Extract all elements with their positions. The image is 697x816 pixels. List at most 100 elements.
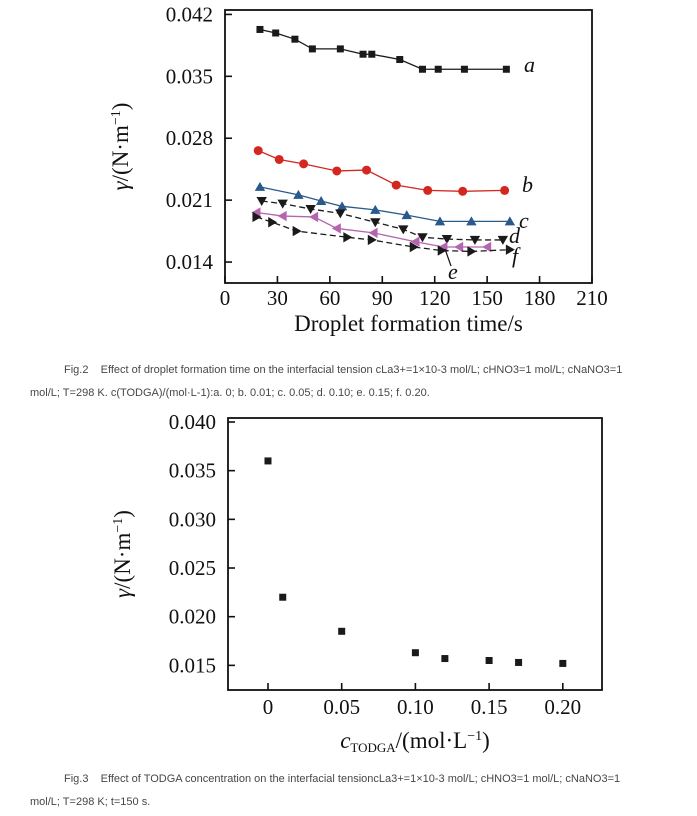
data-point bbox=[434, 65, 442, 73]
data-point bbox=[410, 236, 420, 247]
y-tick-label: 0.014 bbox=[166, 250, 214, 274]
data-point bbox=[272, 29, 280, 37]
data-point bbox=[469, 235, 481, 245]
data-point bbox=[336, 201, 348, 211]
y-tick-label: 0.035 bbox=[169, 459, 216, 483]
data-point bbox=[411, 649, 419, 657]
data-point bbox=[482, 241, 492, 253]
data-point bbox=[504, 216, 516, 226]
data-point bbox=[391, 180, 401, 190]
x-tick-label: 30 bbox=[267, 286, 288, 310]
series-b-line bbox=[257, 150, 505, 192]
data-point bbox=[370, 204, 381, 214]
plot-frame bbox=[227, 417, 603, 691]
data-point bbox=[441, 235, 453, 245]
x-tick-label: 0.10 bbox=[397, 695, 434, 719]
y-tick-label: 0.040 bbox=[169, 410, 216, 434]
data-point bbox=[335, 209, 346, 219]
y-tick-label: 0.028 bbox=[166, 126, 213, 150]
data-point bbox=[268, 217, 278, 228]
y-tick-label: 0.020 bbox=[169, 605, 216, 629]
fig2-caption: Fig.2 Effect of droplet formation time o… bbox=[30, 364, 623, 399]
data-point bbox=[293, 189, 304, 199]
data-point bbox=[308, 45, 316, 53]
series-d-line bbox=[261, 200, 503, 241]
data-point bbox=[466, 216, 477, 226]
data-point bbox=[367, 234, 377, 246]
y-tick-label: 0.030 bbox=[169, 507, 216, 531]
data-point bbox=[417, 233, 428, 243]
data-point bbox=[454, 241, 464, 253]
fig3-caption: Fig.3 Effect of TODGA concentration on t… bbox=[30, 773, 621, 808]
series-c-label: c bbox=[519, 208, 529, 233]
data-point bbox=[362, 165, 372, 175]
x-tick-label: 0.05 bbox=[323, 695, 360, 719]
data-point bbox=[368, 50, 376, 58]
y-axis-title: γ/(N·m−1) bbox=[108, 103, 133, 191]
data-point bbox=[500, 185, 510, 195]
data-point bbox=[460, 65, 468, 73]
data-point bbox=[299, 159, 309, 169]
plot-frame bbox=[224, 9, 593, 284]
x-tick-label: 0 bbox=[220, 286, 231, 310]
data-point bbox=[441, 655, 449, 663]
data-point bbox=[274, 154, 284, 164]
series-e-leader-line bbox=[444, 248, 452, 267]
fig3-chart: 0 0.05 0.10 0.15 0.20 0.015 0.020 0.025 0.030 0.0… bbox=[110, 410, 603, 755]
data-point bbox=[254, 181, 266, 191]
data-point bbox=[359, 50, 367, 58]
data-point bbox=[331, 223, 341, 234]
data-point bbox=[256, 25, 264, 33]
data-point bbox=[418, 65, 426, 73]
data-point bbox=[256, 197, 267, 207]
series-a-line bbox=[259, 28, 507, 70]
series-e-label: e bbox=[448, 259, 458, 284]
data-point bbox=[305, 204, 316, 214]
data-point bbox=[458, 186, 468, 196]
x-tick-label: 60 bbox=[319, 286, 340, 310]
data-point bbox=[502, 65, 510, 73]
data-point bbox=[277, 199, 288, 209]
data-point bbox=[467, 246, 477, 257]
x-tick-label: 0.15 bbox=[471, 695, 508, 719]
data-point bbox=[368, 227, 378, 239]
data-point bbox=[423, 185, 433, 195]
y-tick-label: 0.035 bbox=[166, 64, 213, 88]
data-point bbox=[515, 658, 523, 666]
data-point bbox=[338, 627, 346, 635]
x-axis-title: Droplet formation time/s bbox=[294, 311, 523, 336]
data-point bbox=[315, 196, 327, 206]
data-point bbox=[343, 232, 353, 243]
data-point bbox=[559, 659, 567, 667]
y-tick-label: 0.021 bbox=[166, 188, 213, 212]
data-point bbox=[485, 657, 493, 665]
data-point bbox=[332, 166, 342, 176]
data-point bbox=[253, 146, 263, 156]
series-f-label: f bbox=[512, 243, 521, 268]
x-tick-label: 210 bbox=[576, 286, 608, 310]
data-point bbox=[505, 244, 515, 255]
data-point bbox=[336, 45, 344, 53]
data-point bbox=[309, 211, 319, 223]
data-point bbox=[292, 225, 302, 237]
data-point bbox=[401, 210, 412, 220]
x-tick-label: 120 bbox=[419, 286, 451, 310]
x-tick-label: 0 bbox=[263, 695, 274, 719]
x-axis-title: cTODGA/(mol·L−1) bbox=[340, 728, 490, 755]
series-a-label: a bbox=[524, 52, 535, 77]
data-point bbox=[497, 235, 509, 245]
data-point bbox=[291, 35, 299, 43]
y-tick-label: 0.025 bbox=[169, 556, 216, 580]
data-point bbox=[437, 245, 447, 256]
fig2-chart: 0 30 60 90 120 150 180 210 0.014 0.021 0.028 0.035 0… bbox=[108, 2, 608, 336]
data-point bbox=[409, 241, 419, 253]
x-tick-label: 0.20 bbox=[544, 695, 581, 719]
data-point bbox=[398, 225, 409, 235]
series-b-label: b bbox=[522, 172, 533, 197]
data-point bbox=[370, 218, 381, 228]
data-point bbox=[252, 211, 262, 223]
data-point bbox=[279, 593, 287, 601]
data-point bbox=[396, 56, 404, 64]
y-tick-label: 0.042 bbox=[166, 2, 213, 26]
x-tick-label: 150 bbox=[471, 286, 503, 310]
